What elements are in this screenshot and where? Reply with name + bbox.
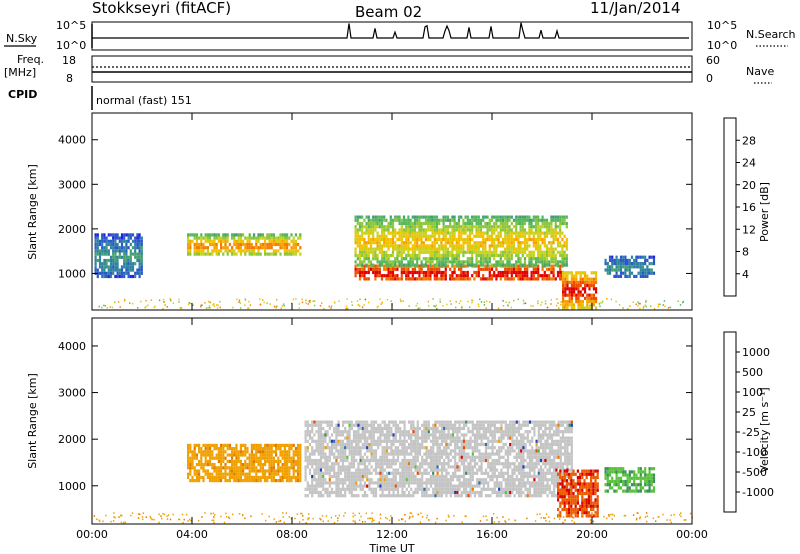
- velocity-y-axis: 1000 2000 3000 4000: [58, 340, 692, 493]
- velocity-colorbar-tick-label: -25: [742, 426, 760, 439]
- nsky-tick-top: 10^5: [56, 19, 86, 32]
- velocity-colorbar-frame: [723, 331, 737, 513]
- x-tick-label: 00:00: [676, 528, 708, 541]
- power-colorbar-label: Power [dB]: [758, 182, 771, 242]
- x-tick-label: 12:00: [376, 528, 408, 541]
- date-label: 11/Jan/2014: [590, 0, 681, 17]
- nsearch-tick-top: 10^5: [707, 19, 737, 32]
- time-x-axis: 00:00 04:00 08:00 12:00 16:00 20:00 00:00: [76, 113, 708, 541]
- radar-title: Stokkseyri (fitACF): [92, 0, 231, 17]
- power-colorbar-tick-label: 16: [742, 201, 756, 214]
- power-echo-region-5: [604, 255, 656, 278]
- freq-tick-top: 18: [62, 54, 76, 67]
- cpid-label: CPID: [8, 88, 37, 101]
- power-colorbar-tick-label: 20: [742, 179, 756, 192]
- velocity-y-tick-label: 4000: [58, 340, 86, 353]
- power-y-axis-label: Slant Range [km]: [26, 164, 39, 260]
- nsky-panel-frame: [91, 21, 693, 51]
- velocity-colorbar: 1000 500 100 25 -25 -100 -500 -1000: [723, 331, 774, 513]
- freq-unit-label: [MHz]: [4, 66, 36, 79]
- nsky-trace: [91, 22, 689, 48]
- velocity-colorbar-tick-label: 500: [742, 366, 763, 379]
- power-colorbar-tick-label: 28: [742, 134, 756, 147]
- velocity-colorbar-tick-label: -100: [742, 446, 767, 459]
- x-tick-label: 20:00: [576, 528, 608, 541]
- power-echo-region-4: [94, 233, 143, 279]
- velocity-colorbar-label: Velocity [m s⁻¹]: [758, 387, 771, 472]
- velocity-colorbar-tick-label: 25: [742, 406, 756, 419]
- nave-tick-top: 60: [706, 54, 720, 67]
- power-colorbar-frame: [723, 117, 737, 297]
- velocity-y-tick-label: 1000: [58, 480, 86, 493]
- x-tick-label: 04:00: [176, 528, 208, 541]
- power-echo-region-2: [354, 215, 568, 267]
- velocity-colorbar-tick-label: 1000: [742, 346, 770, 359]
- velocity-echo-region-0: [187, 443, 302, 483]
- nsky-line: [92, 22, 689, 39]
- cpid-value: normal (fast) 151: [96, 94, 192, 107]
- power-colorbar-tick-label: 4: [742, 268, 749, 281]
- x-tick-label: 00:00: [76, 528, 108, 541]
- power-colorbar-tick-label: 24: [742, 157, 756, 170]
- velocity-colorbar-tick-label: -1000: [742, 486, 774, 499]
- power-echo-region-0: [187, 233, 302, 256]
- nsky-tick-bottom: 10^0: [56, 39, 86, 52]
- velocity-colorbar-tick-label: -500: [742, 466, 767, 479]
- power-colorbar: 4 8 12 16 20 24 28: [723, 117, 756, 297]
- velocity-ground-scatter: [93, 512, 693, 524]
- velocity-echo-region-2: [557, 469, 599, 518]
- nave-label: Nave: [746, 65, 774, 78]
- velocity-plot-area: [93, 420, 693, 524]
- freq-label: Freq.: [17, 53, 44, 66]
- power-y-tick-label: 4000: [58, 134, 86, 147]
- freq-tick-bottom: 8: [66, 72, 73, 85]
- velocity-echo-region-3: [604, 467, 656, 493]
- velocity-colorbar-tick-label: 100: [742, 386, 763, 399]
- velocity-y-axis-label: Slant Range [km]: [26, 373, 39, 469]
- power-y-tick-label: 1000: [58, 267, 86, 280]
- power-y-tick-label: 2000: [58, 223, 86, 236]
- nsearch-tick-bottom: 10^0: [707, 39, 737, 52]
- x-axis-label: Time UT: [368, 542, 414, 554]
- power-y-tick-label: 3000: [58, 178, 86, 191]
- power-plot-area: [94, 215, 685, 310]
- nsearch-label: N.Search: [746, 28, 796, 41]
- velocity-y-tick-label: 3000: [58, 387, 86, 400]
- beam-label: Beam 02: [355, 3, 422, 21]
- power-echo-region-3: [562, 271, 598, 310]
- velocity-y-tick-label: 2000: [58, 433, 86, 446]
- freq-panel-frame: [91, 55, 693, 83]
- power-colorbar-tick-label: 12: [742, 223, 756, 236]
- velocity-echo-region-1: [304, 420, 573, 498]
- power-ground-scatter: [98, 298, 685, 310]
- x-tick-label: 08:00: [276, 528, 308, 541]
- power-echo-region-1: [354, 264, 564, 281]
- nave-tick-bottom: 0: [706, 72, 713, 85]
- nsky-label: N.Sky: [6, 32, 38, 45]
- power-y-axis: 1000 2000 3000 4000: [58, 134, 692, 280]
- power-colorbar-tick-label: 8: [742, 246, 749, 259]
- x-tick-label: 16:00: [476, 528, 508, 541]
